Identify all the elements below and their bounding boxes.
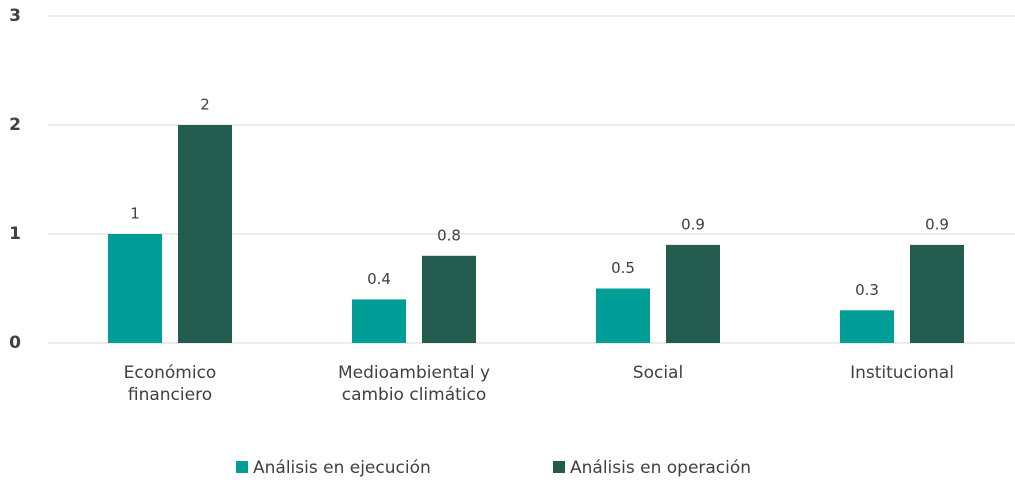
bar [422, 255, 476, 343]
bar [108, 234, 162, 343]
value-label: 1 [130, 205, 140, 223]
bar [352, 299, 406, 343]
legend-swatch [236, 461, 248, 473]
bar [666, 244, 720, 343]
value-label: 0.9 [681, 215, 705, 233]
y-tick-label: 1 [9, 224, 21, 244]
bar [840, 310, 894, 343]
bar [910, 244, 964, 343]
legend-label: Análisis en operación [570, 458, 751, 478]
bar [596, 288, 650, 343]
value-label: 0.9 [925, 215, 949, 233]
value-label: 0.5 [611, 259, 635, 277]
value-label: 2 [200, 96, 210, 114]
x-tick-label: Social [632, 363, 684, 383]
value-label: 0.8 [437, 226, 461, 244]
x-tick-label: Medioambiental y cambio climático [337, 363, 491, 405]
y-tick-label: 0 [9, 333, 21, 353]
y-tick-label: 3 [9, 6, 21, 26]
legend-label: Análisis en ejecución [253, 458, 431, 478]
value-label: 0.4 [367, 270, 391, 288]
x-tick-label: Económico financiero [123, 363, 217, 405]
legend-swatch [553, 461, 565, 473]
x-tick-label: Institucional [850, 363, 954, 383]
value-label: 0.3 [855, 281, 879, 299]
bar [178, 125, 232, 343]
y-tick-label: 2 [9, 115, 21, 135]
